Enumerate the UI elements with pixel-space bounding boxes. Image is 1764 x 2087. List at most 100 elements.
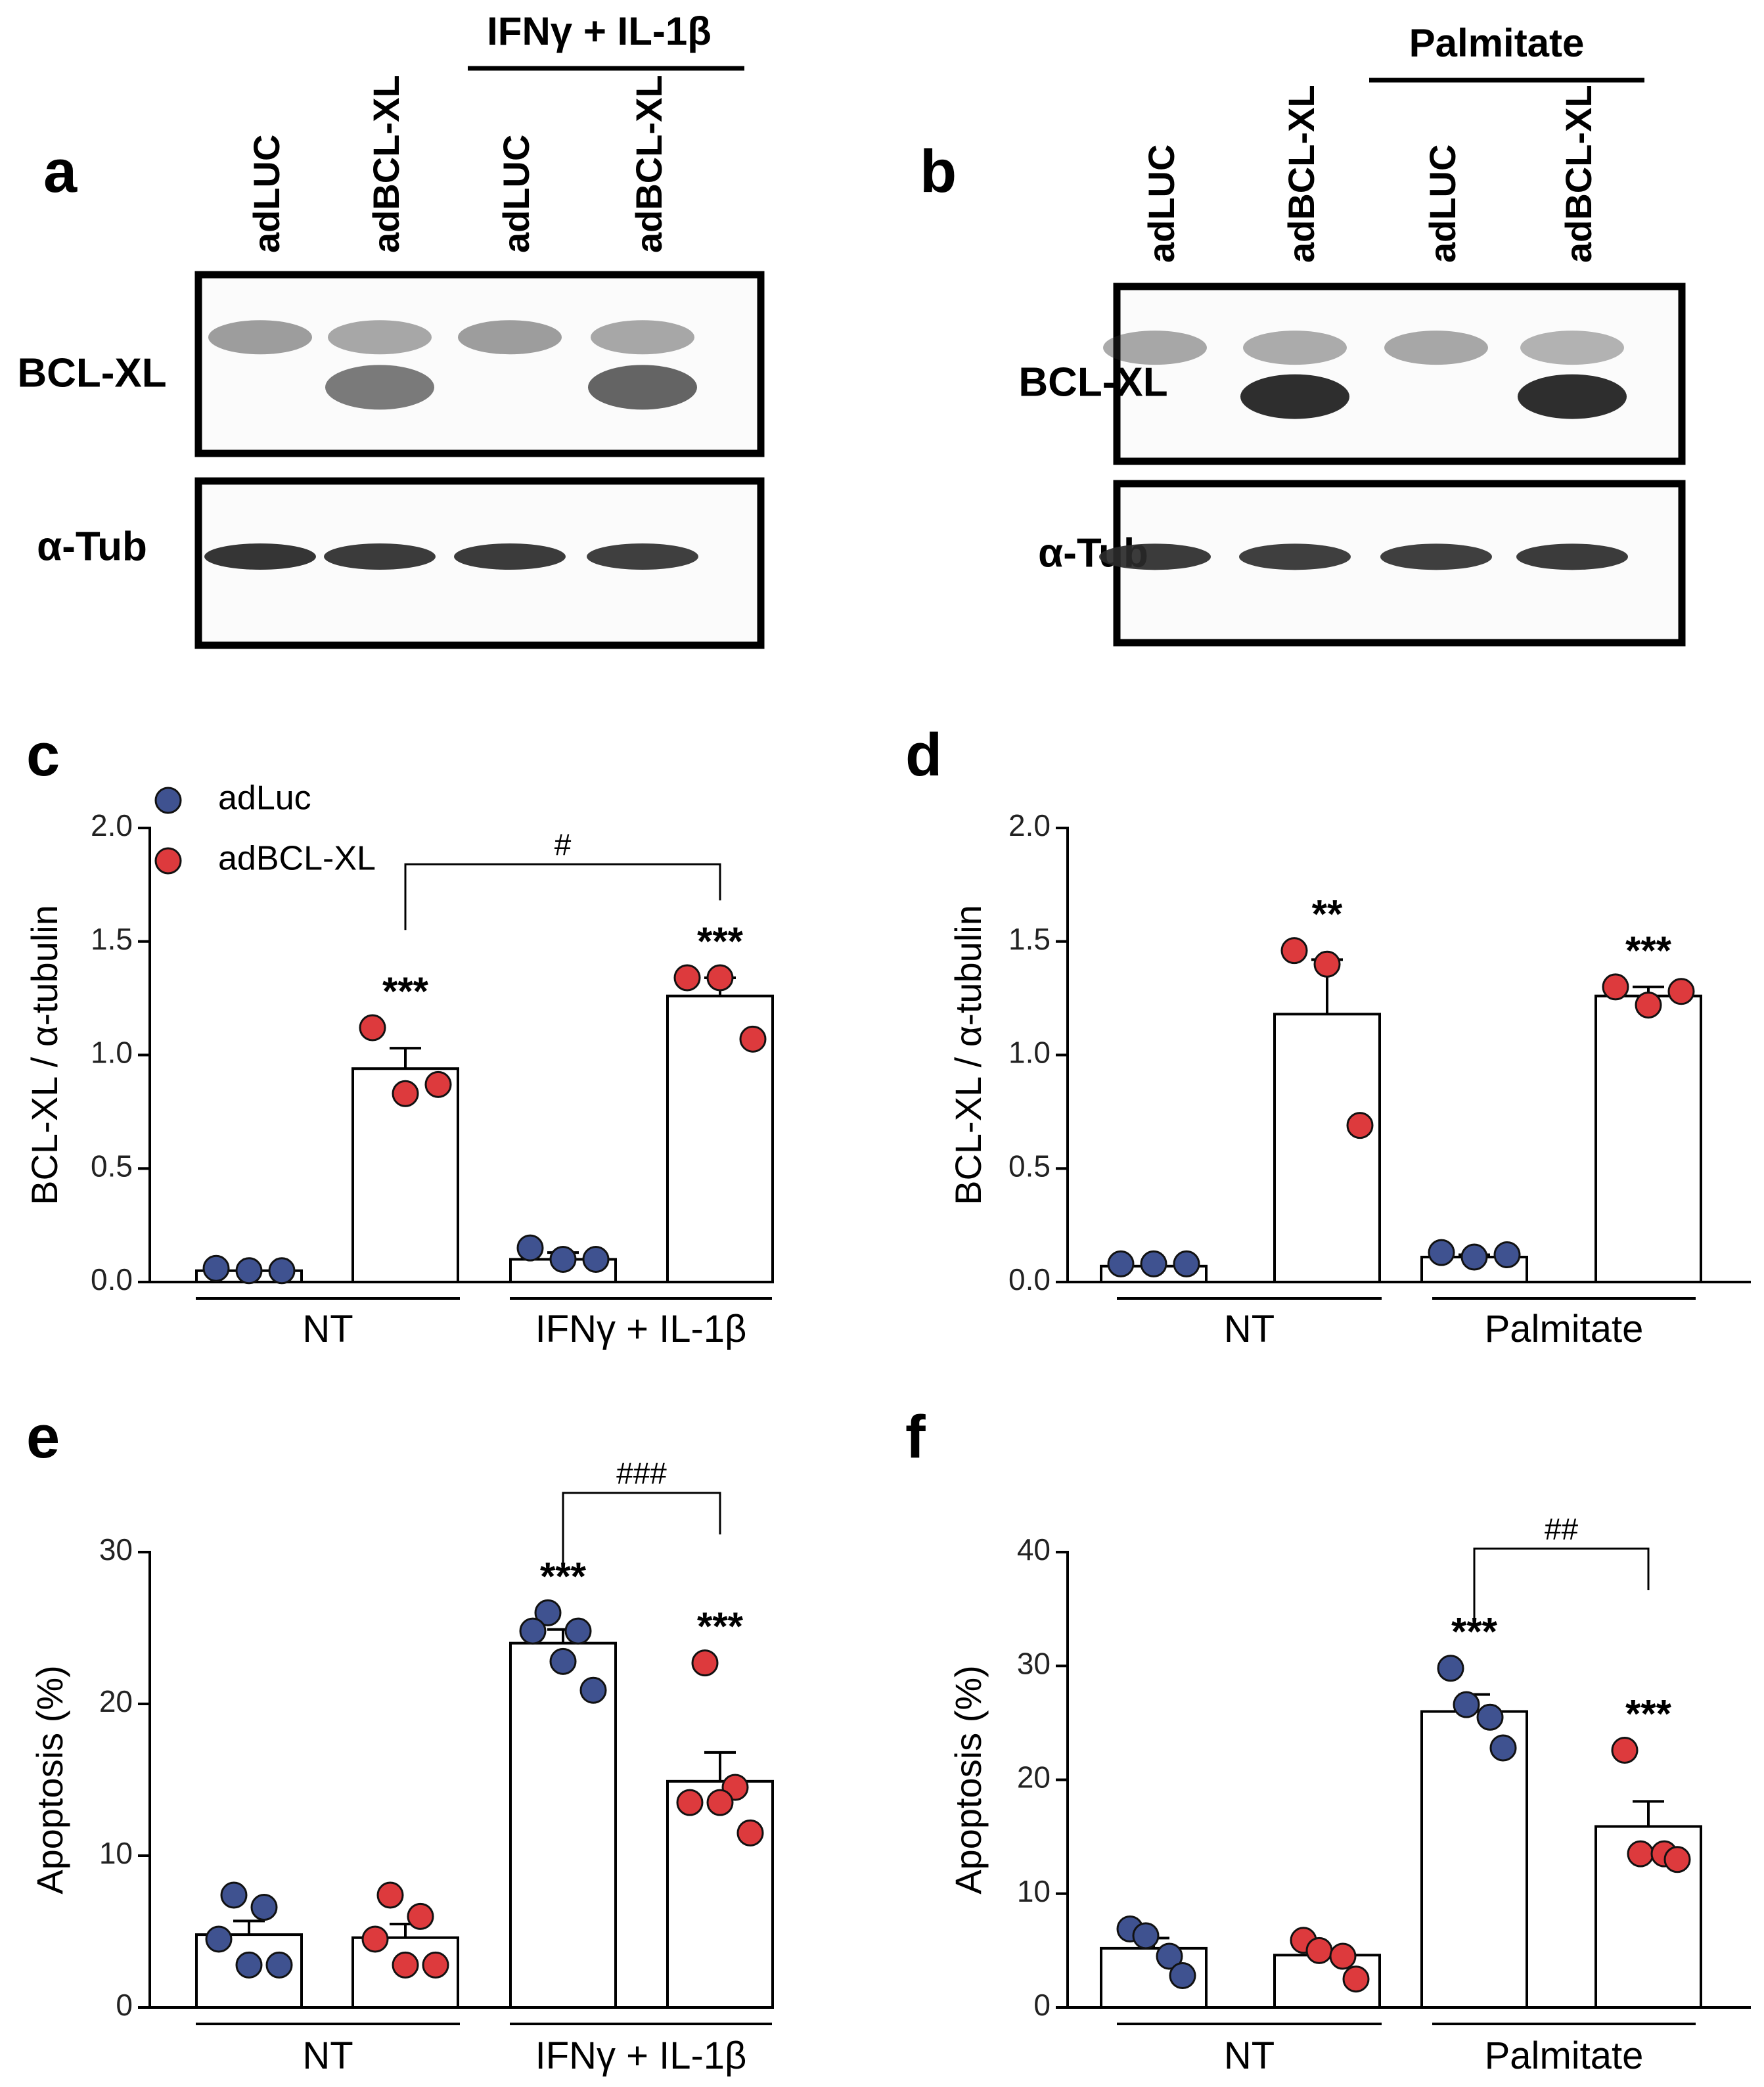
y-tick-label: 0.0 xyxy=(91,1262,133,1296)
data-point xyxy=(706,964,734,992)
data-point xyxy=(1169,1961,1196,1989)
y-tick-label: 1.5 xyxy=(1008,922,1051,956)
bar xyxy=(1273,1013,1381,1284)
blot-band xyxy=(587,543,698,570)
blot-frame xyxy=(194,271,765,457)
blot-band xyxy=(1516,543,1628,570)
blot-band xyxy=(1239,543,1351,570)
data-point xyxy=(1305,1937,1333,1964)
blot-band-lower xyxy=(1240,374,1349,419)
data-point xyxy=(359,1014,386,1042)
data-point xyxy=(1140,1250,1167,1277)
bar xyxy=(509,1641,617,2009)
data-point xyxy=(579,1676,607,1704)
data-point xyxy=(1663,1846,1691,1873)
panel-letter: d xyxy=(905,722,942,789)
panel-letter: e xyxy=(26,1404,60,1471)
y-tick-label: 10 xyxy=(99,1836,133,1870)
group-label: IFNγ + IL-1β xyxy=(535,1308,747,1350)
blot-row-label: α-Tub xyxy=(37,524,147,569)
data-point xyxy=(1428,1239,1455,1266)
data-point xyxy=(706,1789,734,1816)
y-tick-label: 2.0 xyxy=(1008,808,1051,842)
y-tick-label: 20 xyxy=(99,1684,133,1718)
significance-stars: *** xyxy=(697,1605,744,1649)
y-tick-label: 0.5 xyxy=(91,1149,133,1183)
blot-frame xyxy=(1113,283,1686,465)
data-point xyxy=(582,1245,610,1273)
significance-stars: *** xyxy=(1625,929,1672,973)
data-point xyxy=(407,1902,434,1930)
legend-label-adbclxl: adBCL-XL xyxy=(218,840,376,878)
y-tick-label: 0.0 xyxy=(1008,1262,1051,1296)
data-point xyxy=(1437,1655,1464,1682)
data-point xyxy=(1602,973,1629,1001)
data-point xyxy=(1460,1243,1488,1271)
data-point xyxy=(205,1925,233,1953)
data-point xyxy=(1453,1691,1480,1718)
data-point xyxy=(1342,1965,1370,1993)
treatment-label: Palmitate xyxy=(1409,21,1585,65)
significance-stars: *** xyxy=(1625,1691,1672,1735)
group-label: IFNγ + IL-1β xyxy=(535,2034,747,2077)
data-point xyxy=(220,1881,248,1909)
y-tick-label: 0.5 xyxy=(1008,1149,1051,1183)
blot-band-upper xyxy=(328,320,432,355)
data-point xyxy=(736,1819,764,1846)
bracket-label: ## xyxy=(1545,1512,1579,1546)
data-point xyxy=(1611,1736,1639,1764)
data-point xyxy=(250,1894,278,1921)
group-label: NT xyxy=(1224,2034,1275,2077)
comparison-bracket xyxy=(562,1492,721,1569)
y-tick-label: 40 xyxy=(1017,1532,1051,1567)
data-point xyxy=(235,1257,263,1285)
legend-marker-adbclxl xyxy=(154,847,182,875)
y-tick-label: 1.0 xyxy=(1008,1036,1051,1070)
y-axis-label: Apoptosis (%) xyxy=(947,1665,989,1894)
blot-band-upper xyxy=(1103,331,1207,365)
data-point xyxy=(235,1951,263,1979)
group-label: NT xyxy=(302,1308,353,1350)
data-point xyxy=(1493,1241,1521,1269)
blot-band-upper xyxy=(591,320,694,355)
data-point xyxy=(739,1025,767,1053)
data-point xyxy=(519,1617,547,1645)
y-tick-label: 20 xyxy=(1017,1760,1051,1795)
data-point xyxy=(1627,1840,1654,1868)
y-tick-label: 0 xyxy=(1033,1988,1051,2022)
panel-letter: c xyxy=(26,722,60,789)
bar xyxy=(1594,994,1702,1284)
blot-band-upper xyxy=(1243,331,1347,365)
blot-band xyxy=(324,543,436,570)
blot-band-upper xyxy=(458,320,562,355)
data-point xyxy=(392,1080,419,1107)
blot-panel-b: b Palmitate adLUC adBCL-XL adLUC adBCL-XL BCL-… xyxy=(920,21,1686,647)
legend-label-adluc: adLuc xyxy=(218,779,311,817)
group-label: Palmitate xyxy=(1485,1308,1644,1350)
lane-label: adBCL-XL xyxy=(1280,85,1322,263)
lane-label: adLUC xyxy=(1422,145,1463,263)
data-point xyxy=(1489,1734,1517,1762)
y-tick-label: 1.0 xyxy=(91,1036,133,1070)
data-point xyxy=(1107,1250,1135,1277)
blot-row-label: BCL-XL xyxy=(1018,359,1167,405)
blot-band-upper xyxy=(1520,331,1624,365)
blot-panel-a: a IFNγ + IL-1β adLUC adBCL-XL adLUC adBCL-XL B… xyxy=(17,9,765,649)
treatment-label: IFNγ + IL-1β xyxy=(487,9,712,53)
chart-panel-c: c 0.0 0.5 1.0 1.5 2.0 BCL-XL / α-tubulin NT IFNγ… xyxy=(24,722,774,1350)
blot-band xyxy=(204,543,316,570)
data-point xyxy=(673,964,701,992)
blot-band xyxy=(454,543,566,570)
data-point xyxy=(392,1951,419,1979)
lane-label: adBCL-XL xyxy=(1558,85,1599,263)
y-tick-label: 1.5 xyxy=(91,922,133,956)
data-point xyxy=(1667,978,1695,1005)
significance-stars: *** xyxy=(382,969,429,1013)
blot-band-upper xyxy=(208,320,312,355)
data-point xyxy=(676,1789,704,1816)
data-point xyxy=(424,1070,452,1098)
y-axis-label: BCL-XL / α-tubulin xyxy=(24,905,65,1205)
blot-band xyxy=(1380,543,1492,570)
data-point xyxy=(1346,1112,1374,1139)
